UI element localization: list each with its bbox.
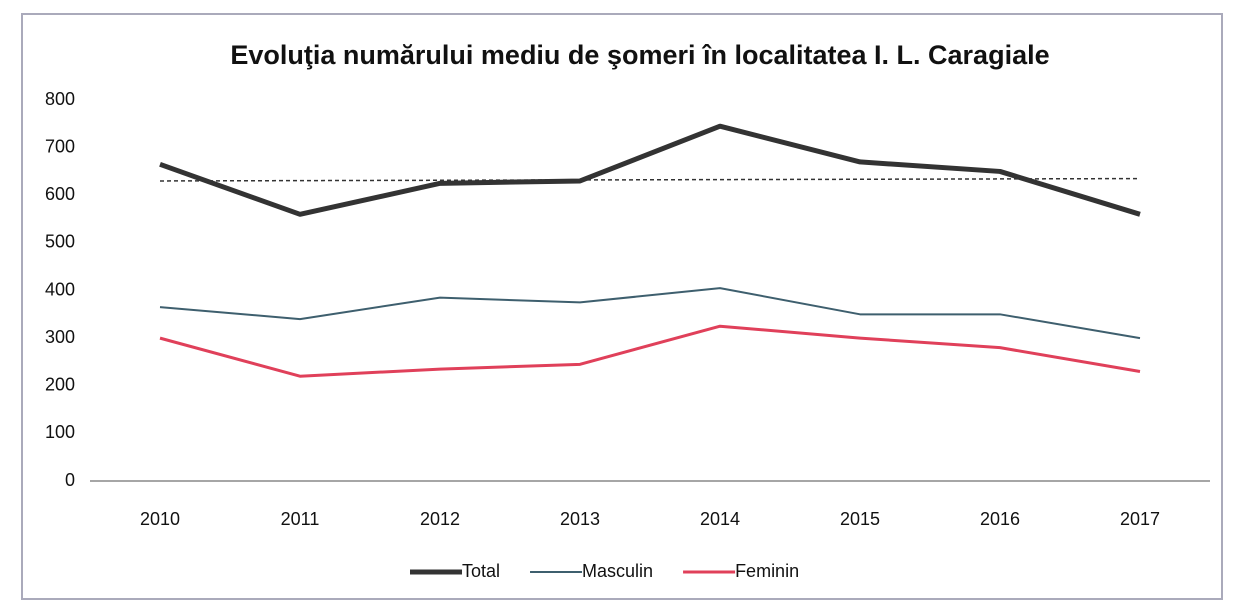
trendline xyxy=(159,177,1141,182)
x-tick-label: 2014 xyxy=(700,509,740,529)
x-tick-label: 2012 xyxy=(420,509,460,529)
line-series xyxy=(159,287,1141,340)
x-tick-label: 2010 xyxy=(140,509,180,529)
x-tick-label: 2011 xyxy=(281,509,320,529)
x-tick-label: 2013 xyxy=(560,509,600,529)
y-tick-label: 0 xyxy=(65,470,75,490)
y-tick-label: 500 xyxy=(45,232,75,252)
x-tick-label: 2016 xyxy=(980,509,1020,529)
y-tick-label: 600 xyxy=(45,184,75,204)
line-series xyxy=(159,123,1141,217)
y-tick-label: 300 xyxy=(45,327,75,347)
legend-label: Masculin xyxy=(582,561,653,581)
y-tick-label: 200 xyxy=(45,375,75,395)
x-tick-label: 2015 xyxy=(840,509,880,529)
x-tick-label: 2017 xyxy=(1120,509,1160,529)
chart-title: Evoluţia numărului mediu de şomeri în lo… xyxy=(230,40,1049,70)
y-tick-label: 700 xyxy=(45,136,75,156)
y-tick-label: 100 xyxy=(45,422,75,442)
y-tick-label: 400 xyxy=(45,279,75,299)
line-series xyxy=(159,324,1141,378)
legend-label: Total xyxy=(462,561,500,581)
legend-label: Feminin xyxy=(735,561,799,581)
chart-border xyxy=(21,13,1223,600)
y-tick-label: 800 xyxy=(45,89,75,109)
